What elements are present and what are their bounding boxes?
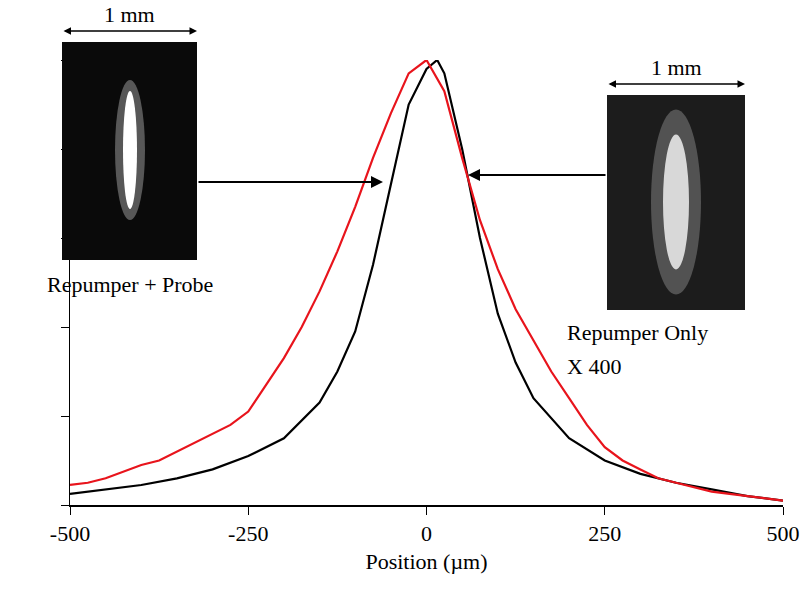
svg-text:0: 0 bbox=[421, 521, 432, 546]
svg-text:250: 250 bbox=[588, 521, 621, 546]
svg-text:X 400: X 400 bbox=[567, 354, 621, 379]
svg-text:500: 500 bbox=[767, 521, 800, 546]
svg-text:-500: -500 bbox=[50, 521, 90, 546]
svg-text:Repumper Only: Repumper Only bbox=[567, 320, 708, 345]
svg-text:-250: -250 bbox=[228, 521, 268, 546]
svg-text:Position (µm): Position (µm) bbox=[365, 549, 487, 574]
svg-text:1 mm: 1 mm bbox=[651, 55, 702, 80]
svg-text:Repumper + Probe: Repumper + Probe bbox=[47, 272, 213, 297]
svg-text:1 mm: 1 mm bbox=[104, 2, 155, 27]
